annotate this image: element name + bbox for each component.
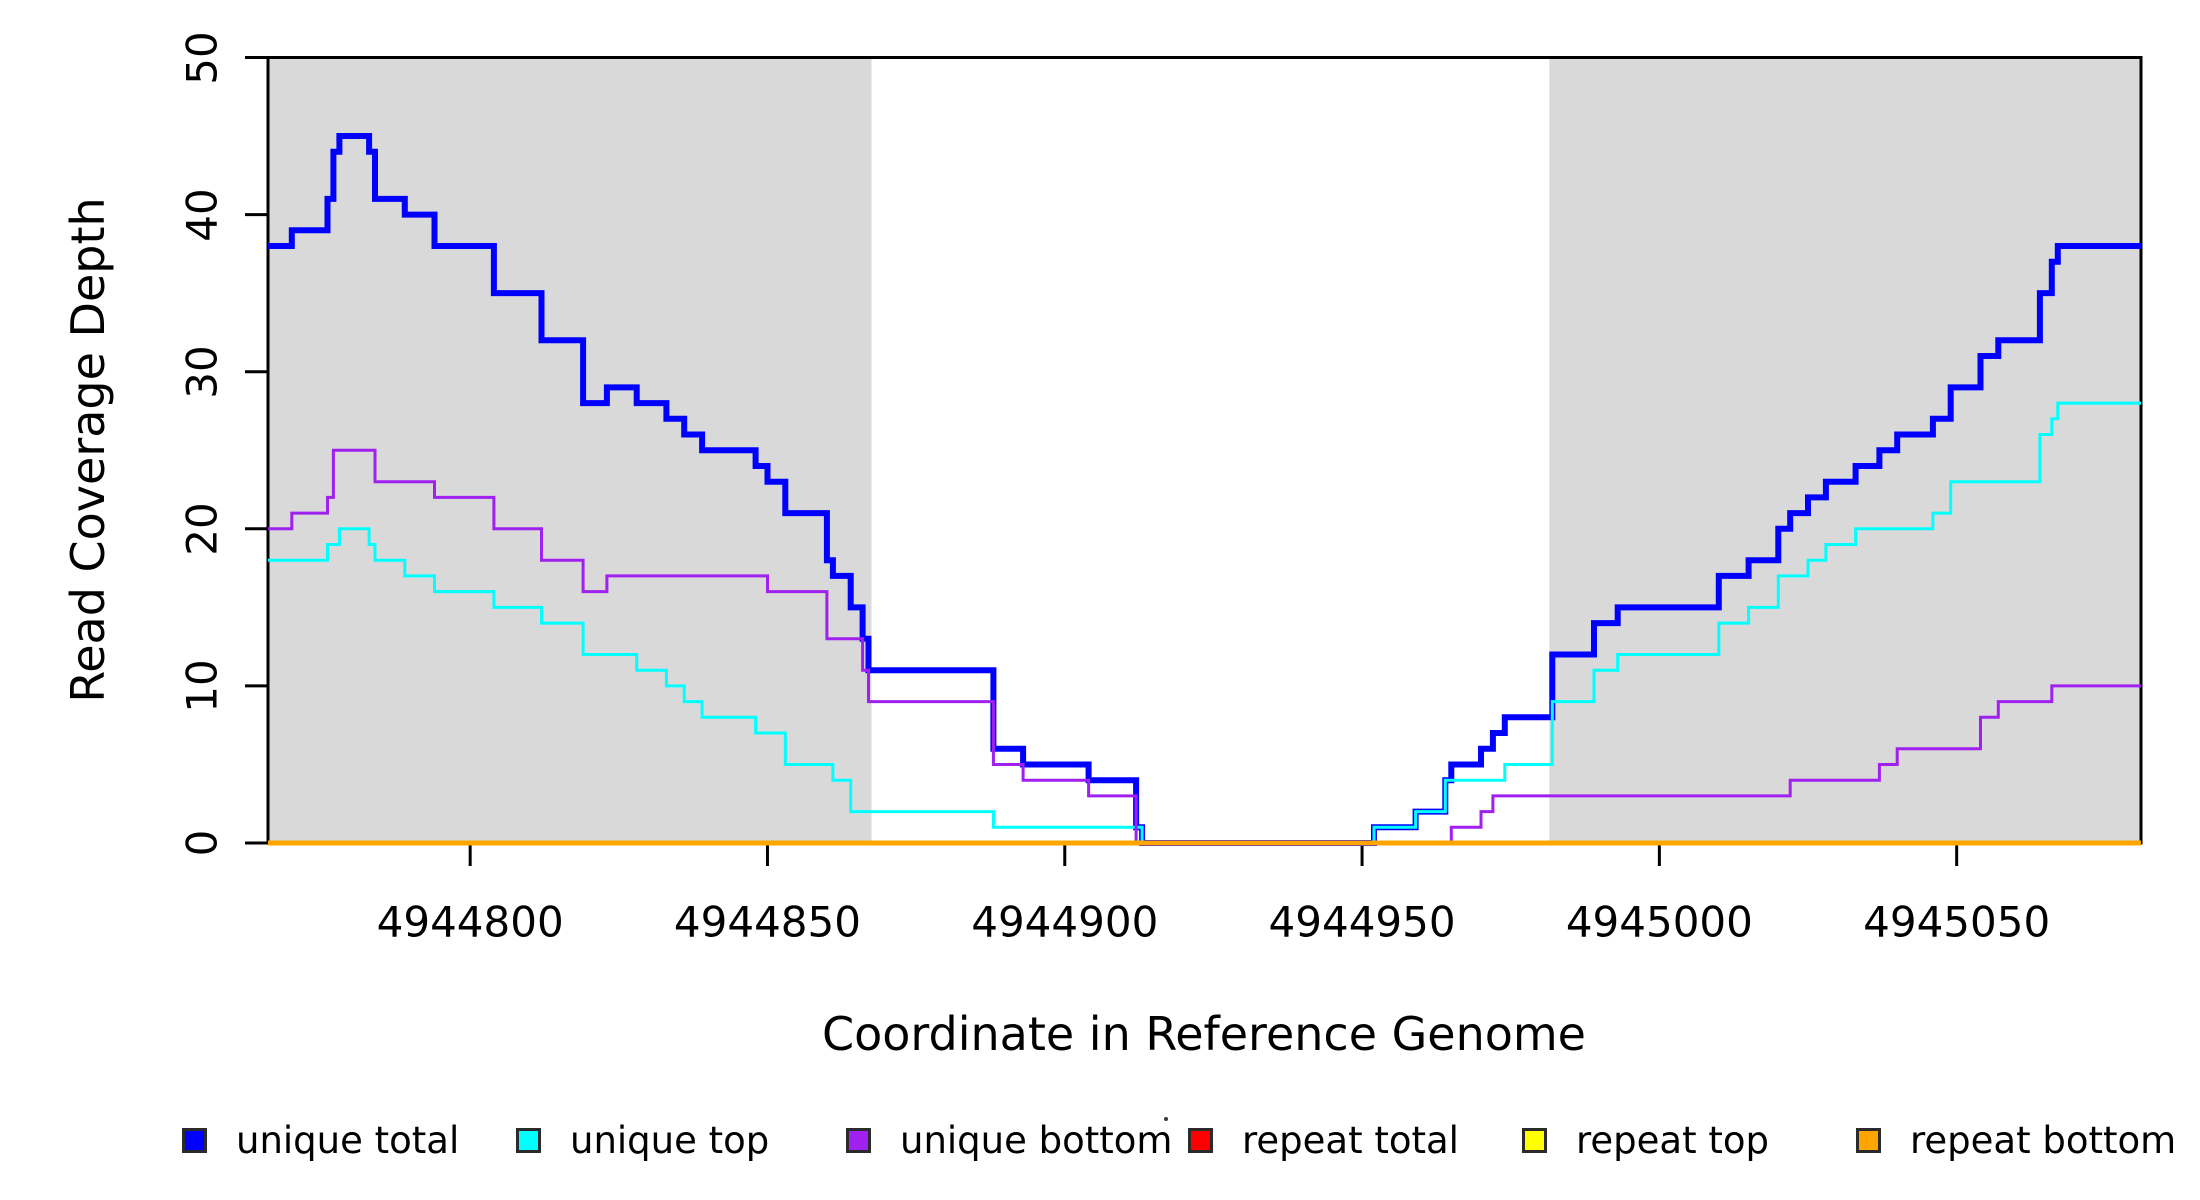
legend-label-repeat-top: repeat top: [1576, 1119, 1769, 1162]
legend-swatch-unique-bottom-icon: [846, 1128, 871, 1153]
legend-item-unique-top: unique top: [516, 1119, 769, 1162]
y-tick-label: 50: [177, 30, 227, 85]
x-tick-label: 4945000: [1565, 897, 1753, 947]
legend-swatch-unique-total-icon: [182, 1128, 207, 1153]
y-tick-label: 10: [177, 659, 227, 713]
y-tick-label: 20: [177, 502, 227, 556]
series-unique-top: [268, 401, 2141, 845]
legend-label-repeat-total: repeat total: [1242, 1119, 1459, 1162]
x-tick-label: 4944800: [376, 897, 564, 947]
legend-item-repeat-total: repeat total: [1188, 1119, 1459, 1162]
stray-dot: [1164, 1117, 1168, 1121]
legend-swatch-repeat-top-icon: [1522, 1128, 1547, 1153]
x-tick-label: 4944850: [673, 897, 861, 947]
y-axis-title: Read Coverage Depth: [61, 197, 115, 703]
y-tick-label: 0: [177, 829, 227, 857]
x-tick-label: 4945050: [1863, 897, 2051, 947]
legend-swatch-unique-top-icon: [516, 1128, 541, 1153]
legend-label-unique-bottom: unique bottom: [900, 1119, 1173, 1162]
legend-item-repeat-top: repeat top: [1522, 1119, 1769, 1162]
legend-label-unique-top: unique top: [570, 1119, 770, 1162]
right-gray-region: [1549, 57, 2141, 843]
y-tick-label: 40: [177, 187, 227, 242]
x-tick-label: 4944900: [971, 897, 1159, 947]
legend-item-repeat-bottom: repeat bottom: [1856, 1119, 2176, 1162]
legend-item-unique-bottom: unique bottom: [846, 1119, 1172, 1162]
legend-swatch-repeat-bottom-icon: [1856, 1128, 1881, 1153]
legend-swatch-repeat-total-icon: [1188, 1128, 1213, 1153]
legend-label-unique-total: unique total: [236, 1119, 460, 1162]
y-tick-label: 30: [177, 344, 227, 399]
legend-item-unique-total: unique total: [182, 1119, 459, 1162]
x-axis-title: Coordinate in Reference Genome: [822, 1007, 1586, 1061]
x-tick-label: 4944950: [1268, 897, 1456, 947]
legend-label-repeat-bottom: repeat bottom: [1910, 1119, 2177, 1162]
series-unique-bottom: [268, 448, 2141, 845]
